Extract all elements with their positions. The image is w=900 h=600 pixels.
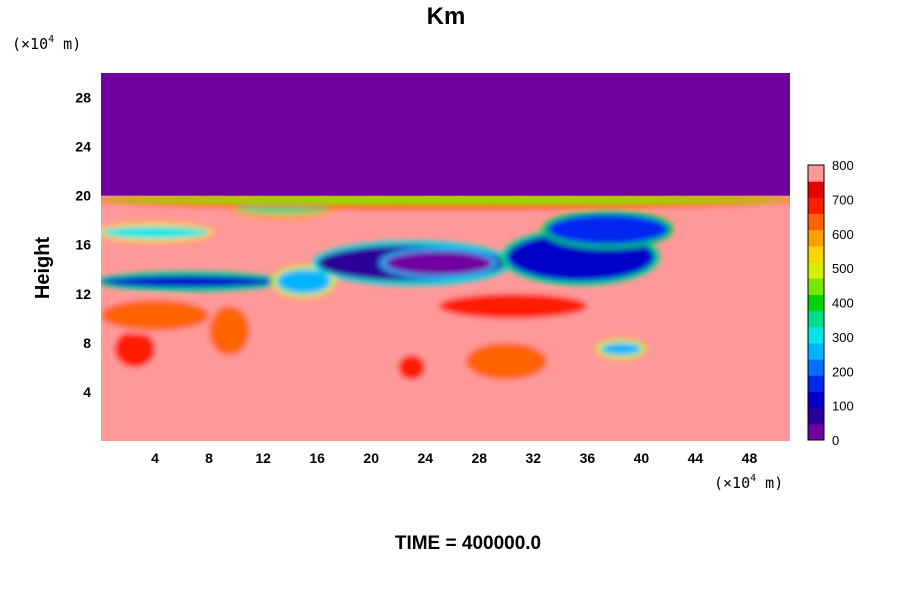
y-axis-label: Height (32, 237, 54, 300)
plot-area (101, 73, 790, 441)
y-tick-label: 4 (83, 384, 91, 400)
low-value-band-7 (276, 269, 331, 294)
mid-value-patch-3 (398, 355, 426, 380)
low-value-band-15 (101, 195, 790, 205)
mid-value-patch-5 (101, 299, 210, 331)
colorbar-segment (808, 375, 824, 392)
y-axis-unit: (×104 m) (12, 34, 81, 53)
colorbar-segment (808, 407, 824, 425)
x-tick-label: 48 (742, 450, 758, 466)
y-tick-label: 12 (75, 286, 91, 302)
x-tick-label: 8 (205, 450, 213, 466)
y-axis-ticks: 4 8 12 16 20 24 28 (75, 90, 91, 400)
colorbar-tick-label: 400 (832, 296, 854, 311)
chart-title: Km (427, 3, 466, 30)
colorbar: 0 100 200 300 400 500 600 700 800 (807, 158, 854, 448)
x-tick-label: 12 (255, 450, 271, 466)
y-tick-label: 20 (75, 188, 91, 204)
colorbar-tick-label: 800 (832, 158, 854, 173)
low-value-band-12 (546, 214, 669, 245)
x-tick-label: 20 (363, 450, 379, 466)
x-axis-unit: (×104 m) (714, 473, 783, 492)
colorbar-segment (808, 245, 824, 263)
colorbar-tick-label: 300 (832, 330, 854, 345)
low-value-band-11 (101, 226, 210, 239)
colorbar-tick-label: 700 (832, 192, 854, 207)
colorbar-segment (808, 326, 824, 344)
x-tick-label: 16 (309, 450, 325, 466)
colorbar-segment (808, 310, 824, 328)
colorbar-tick-label: 600 (832, 227, 854, 242)
x-tick-label: 4 (151, 450, 159, 466)
x-axis-ticks: 4 8 12 16 20 24 28 32 36 40 44 48 (151, 450, 757, 466)
colorbar-segment (808, 342, 824, 360)
x-tick-label: 44 (688, 450, 704, 466)
colorbar-segment (808, 229, 824, 247)
colorbar-segment (808, 262, 824, 279)
x-tick-label: 28 (471, 450, 487, 466)
colorbar-segment (808, 213, 824, 231)
colorbar-segment (808, 197, 824, 215)
colorbar-frame (807, 164, 825, 441)
y-tick-label: 16 (75, 237, 91, 253)
time-label: TIME = 400000.0 (395, 533, 541, 554)
low-value-band-9 (384, 250, 493, 276)
colorbar-segment (808, 423, 824, 441)
y-tick-label: 28 (75, 90, 91, 106)
mid-value-patch-0 (209, 306, 250, 356)
colorbar-segment (808, 278, 824, 295)
colorbar-tick-label: 500 (832, 261, 854, 276)
colorbar-segment (808, 359, 824, 376)
y-tick-label: 8 (83, 335, 91, 351)
colorbar-segment (808, 181, 824, 198)
colorbar-tick-label: 0 (832, 433, 839, 448)
upper-uniform-region (101, 73, 790, 196)
mid-value-patch-1 (114, 330, 156, 368)
colorbar-segment (808, 165, 824, 182)
colorbar-tick-label: 200 (832, 364, 854, 379)
x-tick-label: 24 (417, 450, 433, 466)
mid-value-patch-2 (465, 342, 547, 380)
low-value-band-14 (600, 342, 642, 356)
mid-value-patch-4 (438, 293, 588, 319)
colorbar-segment (808, 391, 824, 409)
x-tick-label: 36 (580, 450, 596, 466)
colorbar-segment (808, 294, 824, 312)
low-value-band-6 (101, 275, 277, 288)
x-tick-label: 40 (634, 450, 650, 466)
x-tick-label: 32 (526, 450, 542, 466)
colorbar-tick-label: 100 (832, 399, 854, 414)
field-patches (101, 191, 790, 384)
y-tick-label: 24 (75, 139, 91, 155)
